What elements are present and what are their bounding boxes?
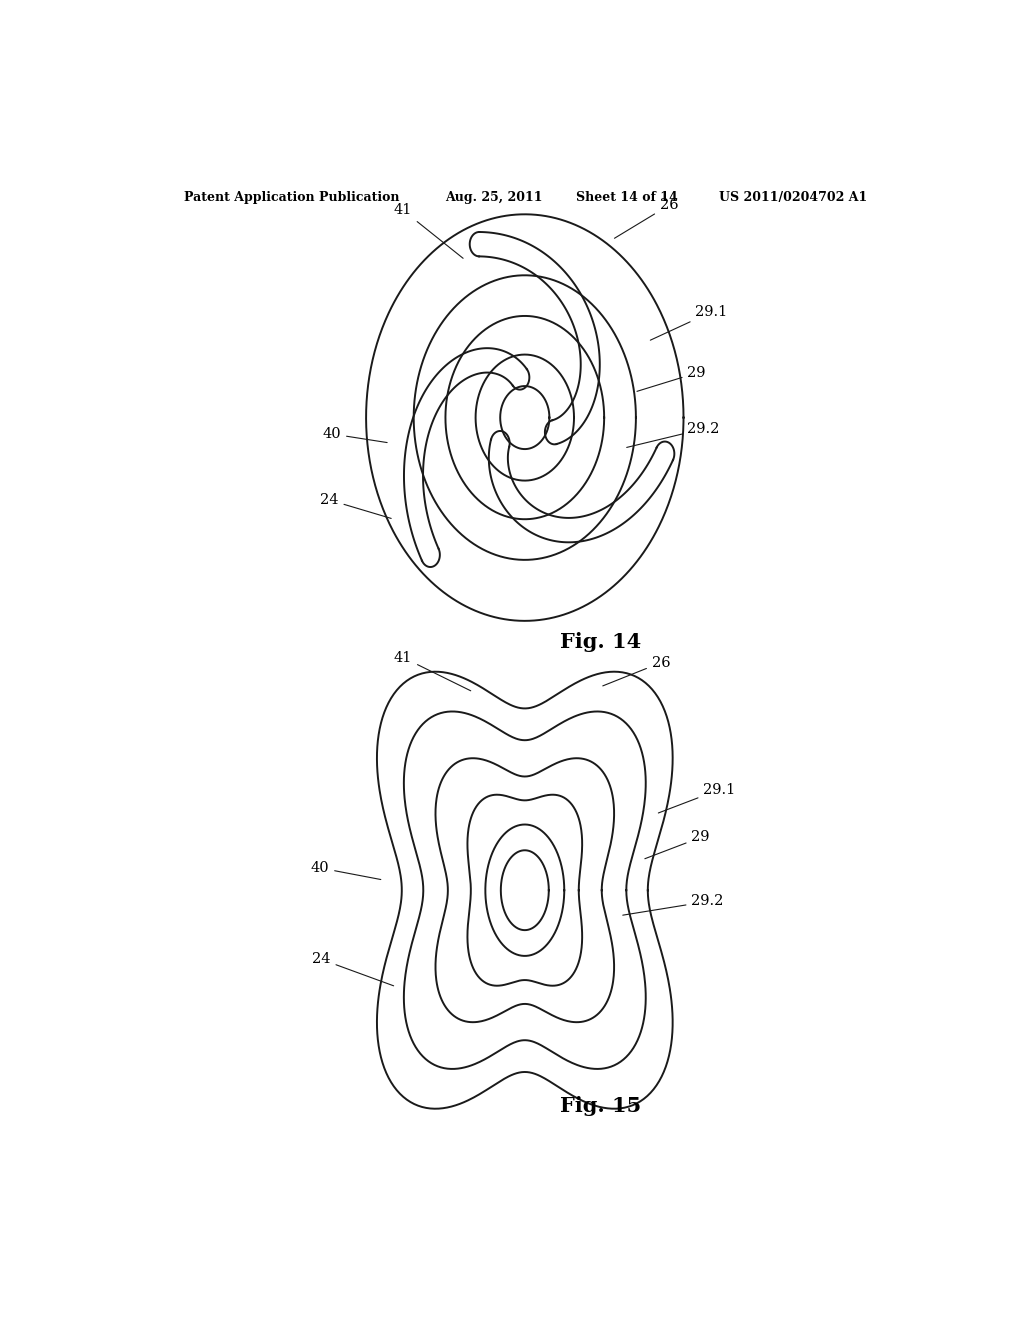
Text: Fig. 15: Fig. 15 <box>559 1096 641 1115</box>
Text: 24: 24 <box>321 492 391 519</box>
Text: 29: 29 <box>637 366 706 391</box>
Text: 29.1: 29.1 <box>650 305 728 341</box>
Text: US 2011/0204702 A1: US 2011/0204702 A1 <box>719 191 867 203</box>
Text: 40: 40 <box>310 861 381 879</box>
Text: 29.1: 29.1 <box>658 783 735 813</box>
Text: Patent Application Publication: Patent Application Publication <box>183 191 399 203</box>
Text: 41: 41 <box>394 651 471 690</box>
Text: 40: 40 <box>323 426 387 442</box>
Text: Fig. 14: Fig. 14 <box>559 632 641 652</box>
Text: 41: 41 <box>394 203 463 259</box>
Text: Aug. 25, 2011: Aug. 25, 2011 <box>445 191 543 203</box>
Text: 29.2: 29.2 <box>623 895 724 915</box>
Text: 24: 24 <box>312 953 393 986</box>
Text: 29.2: 29.2 <box>627 422 720 447</box>
Text: 29: 29 <box>645 830 710 859</box>
Text: Sheet 14 of 14: Sheet 14 of 14 <box>577 191 678 203</box>
Text: 26: 26 <box>603 656 671 686</box>
Text: 26: 26 <box>614 198 678 239</box>
